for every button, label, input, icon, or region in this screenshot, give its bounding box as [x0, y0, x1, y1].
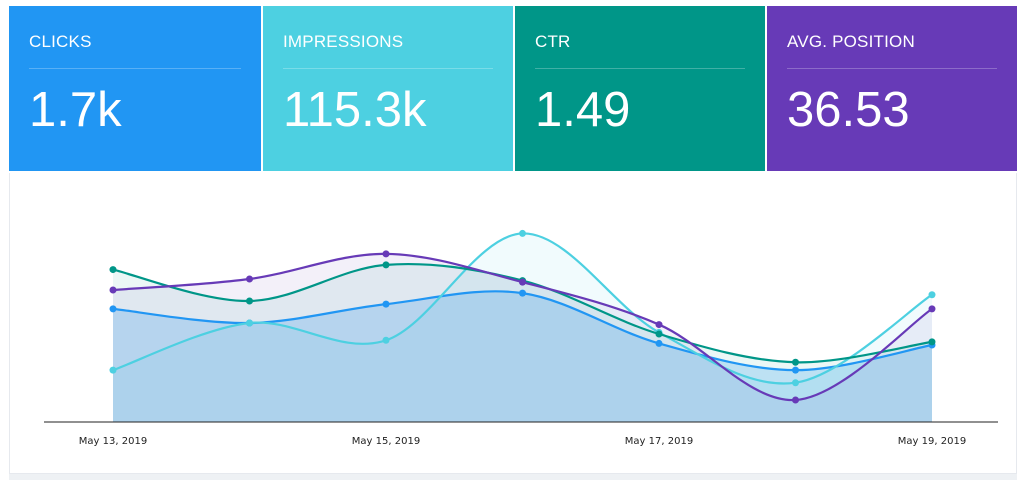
card-divider — [283, 68, 493, 69]
series-0-point-3[interactable] — [519, 289, 526, 297]
x-tick-label: May 13, 2019 — [79, 436, 147, 447]
series-3-point-3[interactable] — [519, 278, 526, 286]
ctr-label: CTR — [535, 32, 571, 51]
x-tick-label: May 17, 2019 — [625, 436, 693, 447]
series-2-point-5[interactable] — [792, 358, 799, 366]
series-0-area — [113, 291, 932, 422]
card-divider — [535, 68, 745, 69]
series-1-area — [113, 233, 932, 422]
x-tick-label: May 15, 2019 — [352, 436, 420, 447]
avg-position-label: AVG. POSITION — [787, 32, 915, 51]
impressions-card[interactable]: IMPRESSIONS 115.3k — [261, 6, 513, 171]
series-2-point-2[interactable] — [382, 261, 390, 269]
series-3-point-2[interactable] — [382, 250, 390, 258]
series-2-point-6[interactable] — [928, 338, 936, 346]
series-2-point-1[interactable] — [246, 297, 253, 305]
series-3-point-1[interactable] — [246, 275, 253, 283]
series-2-point-4[interactable] — [655, 330, 663, 338]
impressions-value: 115.3k — [283, 83, 427, 137]
series-3-point-6[interactable] — [928, 305, 936, 313]
series-1-point-0[interactable] — [109, 366, 117, 374]
clicks-value: 1.7k — [29, 83, 122, 137]
clicks-card[interactable]: CLICKS 1.7k — [9, 6, 261, 171]
series-1-point-3[interactable] — [519, 229, 526, 237]
ctr-value: 1.49 — [535, 83, 631, 137]
card-divider — [29, 68, 241, 69]
impressions-label: IMPRESSIONS — [283, 32, 404, 51]
ctr-card[interactable]: CTR 1.49 — [513, 6, 765, 171]
series-3-point-5[interactable] — [792, 396, 799, 404]
series-1-point-1[interactable] — [246, 319, 253, 327]
clicks-label: CLICKS — [29, 32, 92, 51]
avg-position-value: 36.53 — [787, 83, 910, 137]
series-1-point-6[interactable] — [928, 291, 936, 299]
series-2-area — [113, 264, 932, 422]
x-tick-label: May 19, 2019 — [898, 436, 966, 447]
avg-position-card[interactable]: AVG. POSITION 36.53 — [765, 6, 1017, 171]
series-3-area — [113, 253, 932, 422]
series-3-point-0[interactable] — [109, 286, 117, 294]
series-2-point-0[interactable] — [109, 266, 117, 274]
series-0-point-5[interactable] — [792, 366, 799, 374]
footer-strip — [9, 474, 1017, 480]
series-0-point-0[interactable] — [109, 305, 117, 313]
series-1-point-5[interactable] — [792, 379, 799, 387]
series-0-point-4[interactable] — [655, 339, 663, 347]
series-1-point-2[interactable] — [382, 336, 390, 344]
line-chart: May 13, 2019 May 15, 2019 May 17, 2019 May … — [44, 229, 998, 447]
chart-panel: May 13, 2019 May 15, 2019 May 17, 2019 May … — [9, 173, 1017, 474]
card-divider — [787, 68, 997, 69]
metric-cards: CLICKS 1.7k IMPRESSIONS 115.3k CTR 1.49 … — [9, 6, 1017, 171]
series-3-point-4[interactable] — [655, 321, 663, 329]
series-0-point-2[interactable] — [382, 300, 390, 308]
